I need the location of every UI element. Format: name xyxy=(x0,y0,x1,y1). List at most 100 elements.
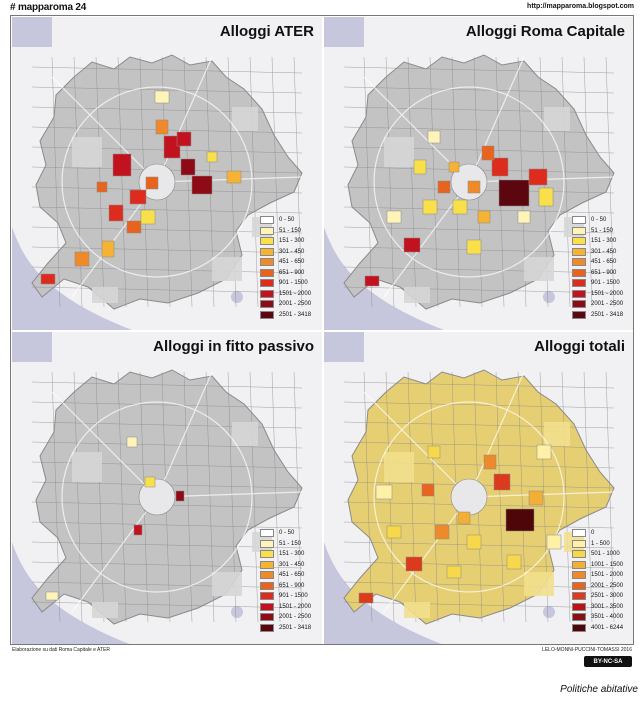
legend-label: 3501 - 4000 xyxy=(591,614,624,620)
district xyxy=(506,554,522,570)
legend-label: 1501 - 2000 xyxy=(591,290,624,297)
legend-label: 3001 - 3500 xyxy=(591,603,624,610)
panel-title: Alloggi totali xyxy=(534,338,625,355)
district xyxy=(448,161,460,173)
legend-label: 901 - 1500 xyxy=(279,593,308,599)
legend-item: 651 - 900 xyxy=(572,268,623,279)
panel-title: Alloggi Roma Capitale xyxy=(465,23,625,40)
legend-item: 0 xyxy=(572,528,623,539)
caption: Politiche abitative xyxy=(560,684,638,695)
district xyxy=(427,130,441,144)
legend-swatch xyxy=(260,289,274,298)
header-bar: # mapparoma 24 http://mapparoma.blogspot… xyxy=(10,2,634,14)
legend-label: 451 - 650 xyxy=(279,572,305,578)
legend-item: 51 - 150 xyxy=(260,539,311,550)
legend-label: 2501 - 3418 xyxy=(279,624,312,631)
district xyxy=(437,180,451,194)
legend-item: 451 - 650 xyxy=(572,257,623,268)
legend-roma-capitale: 0 - 50 51 - 150 151 - 300 301 - 450 451 - 65… xyxy=(572,215,623,320)
legend-swatch xyxy=(260,300,274,309)
district xyxy=(546,534,562,550)
maps-grid: Alloggi ATER 0 - 50 51 - 150 151 - 300 301 … xyxy=(10,15,634,645)
legend-label: 4001 - 6244 xyxy=(591,624,624,631)
legend-item: 501 - 1000 xyxy=(572,549,623,560)
district xyxy=(101,240,115,258)
legend-swatch xyxy=(260,310,274,319)
legend-item: 3501 - 4000 xyxy=(572,612,623,623)
legend-item: 1001 - 1500 xyxy=(572,560,623,571)
legend-swatch xyxy=(572,623,586,632)
district xyxy=(112,153,132,177)
legend-swatch xyxy=(260,581,274,590)
legend-label: 151 - 300 xyxy=(591,238,617,244)
district xyxy=(493,473,511,491)
legend-swatch xyxy=(572,602,586,611)
district xyxy=(505,508,535,532)
district xyxy=(446,565,462,579)
district xyxy=(483,454,497,470)
legend-swatch xyxy=(572,216,586,225)
district xyxy=(163,135,181,159)
district xyxy=(481,145,495,161)
source-note: Elaborazione su dati Roma Capitale e ATE… xyxy=(12,647,111,653)
legend-swatch xyxy=(572,310,586,319)
legend-swatch xyxy=(572,268,586,277)
legend-swatch xyxy=(260,560,274,569)
legend-swatch xyxy=(572,560,586,569)
district xyxy=(413,159,427,175)
district xyxy=(517,210,531,224)
district xyxy=(427,445,441,459)
legend-item: 0 - 50 xyxy=(260,215,311,226)
legend-item: 51 - 150 xyxy=(572,226,623,237)
legend-swatch xyxy=(572,550,586,559)
legend-item: 901 - 1500 xyxy=(572,278,623,289)
legend-item: 451 - 650 xyxy=(260,570,311,581)
legend-totali: 0 1 - 500 501 - 1000 1001 - 1500 1501 - 2000… xyxy=(572,528,623,633)
legend-label: 0 - 50 xyxy=(279,530,295,536)
district xyxy=(144,476,156,488)
legend-label: 151 - 300 xyxy=(279,238,305,244)
legend-item: 2501 - 3418 xyxy=(260,310,311,321)
district xyxy=(74,251,90,267)
district xyxy=(466,534,482,550)
legend-swatch xyxy=(260,258,274,267)
legend-ater: 0 - 50 51 - 150 151 - 300 301 - 450 451 - 65… xyxy=(260,215,311,320)
district xyxy=(536,444,552,460)
map-panel-totali: Alloggi totali 0 1 - 500 501 - 1000 1001 - … xyxy=(324,332,633,644)
legend-item: 651 - 900 xyxy=(260,268,311,279)
district xyxy=(126,220,142,234)
district xyxy=(191,175,213,195)
legend-item: 151 - 300 xyxy=(260,549,311,560)
legend-swatch xyxy=(260,602,274,611)
district xyxy=(538,187,554,207)
legend-label: 2001 - 2500 xyxy=(279,614,312,620)
district xyxy=(126,436,138,448)
legend-item: 151 - 300 xyxy=(260,236,311,247)
legend-swatch xyxy=(260,613,274,622)
legend-swatch xyxy=(572,237,586,246)
legend-swatch xyxy=(260,226,274,235)
legend-label: 1001 - 1500 xyxy=(591,561,624,568)
legend-swatch xyxy=(260,623,274,632)
legend-label: 451 - 650 xyxy=(591,259,617,265)
legend-swatch xyxy=(260,592,274,601)
legend-swatch xyxy=(260,539,274,548)
legend-item: 1 - 500 xyxy=(572,539,623,550)
legend-item: 301 - 450 xyxy=(260,247,311,258)
panel-title: Alloggi ATER xyxy=(219,23,314,40)
district xyxy=(176,131,192,147)
legend-item: 2501 - 3418 xyxy=(572,310,623,321)
district xyxy=(467,180,481,194)
district xyxy=(226,170,242,184)
legend-item: 451 - 650 xyxy=(260,257,311,268)
legend-label: 2001 - 2500 xyxy=(591,301,624,307)
blog-url[interactable]: http://mapparoma.blogspot.com xyxy=(527,3,634,10)
panel-title: Alloggi in fitto passivo xyxy=(153,338,314,355)
district xyxy=(108,204,124,222)
district xyxy=(498,179,530,207)
district xyxy=(364,275,380,287)
legend-item: 301 - 450 xyxy=(572,247,623,258)
legend-label: 2001 - 2500 xyxy=(591,582,624,589)
legend-label: 901 - 1500 xyxy=(279,280,308,286)
cc-license-badge[interactable]: BY-NC-SA xyxy=(584,656,632,667)
